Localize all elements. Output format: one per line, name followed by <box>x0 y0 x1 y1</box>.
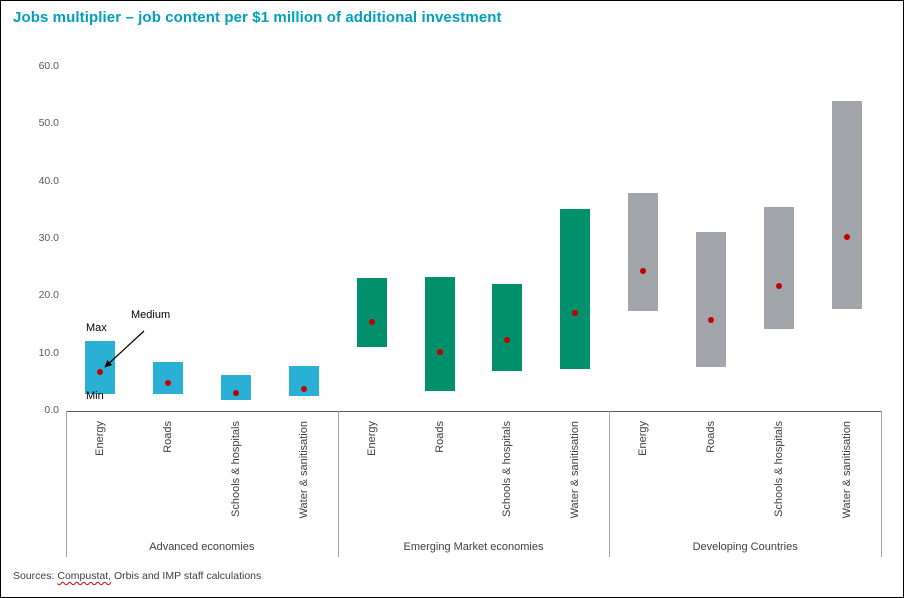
medium-dot <box>164 380 171 387</box>
group-separator <box>881 411 882 557</box>
x-axis-line <box>66 411 881 412</box>
medium-dot <box>300 385 307 392</box>
medium-annotation-arrow-icon <box>104 330 145 368</box>
medium-dot <box>504 337 511 344</box>
category-label: Water & sanitisation <box>841 421 854 519</box>
y-axis-label: 10.0 <box>38 346 59 359</box>
medium-annotation-label: Medium <box>131 309 171 321</box>
y-axis-label: 0.0 <box>44 404 59 416</box>
category-label: Roads <box>705 421 718 453</box>
medium-dot <box>572 309 579 316</box>
category-label: Energy <box>365 421 378 456</box>
min-annotation-label: Min <box>86 390 104 402</box>
medium-dot <box>776 283 783 289</box>
medium-dot <box>436 348 443 355</box>
category-label: Roads <box>161 421 174 453</box>
range-bar <box>152 361 183 394</box>
category-label: Water & sanitisation <box>297 421 310 519</box>
category-label: Schools & hospitals <box>773 421 786 517</box>
source-prefix: Sources: <box>13 570 58 582</box>
y-axis-label: 30.0 <box>38 232 59 244</box>
category-label: Schools & hospitals <box>229 421 242 517</box>
group-separator <box>337 411 339 557</box>
medium-dot <box>368 319 375 326</box>
y-axis-label: 20.0 <box>38 289 59 302</box>
range-bar <box>628 193 659 312</box>
range-bar <box>220 375 251 400</box>
y-axis-label: 40.0 <box>38 174 59 187</box>
group-label: Emerging Market economies <box>403 541 544 553</box>
range-bar <box>764 207 795 329</box>
group-separator <box>609 411 611 557</box>
medium-dot <box>844 234 851 241</box>
source-note: Sources: Compustat, Orbis and IMP staff … <box>13 570 261 582</box>
medium-dot <box>232 389 239 396</box>
category-label: Roads <box>433 421 446 453</box>
range-bar <box>424 277 455 391</box>
source-flagged-word: Compustat, <box>57 570 112 582</box>
range-bar <box>492 283 523 371</box>
range-bar <box>832 101 863 309</box>
range-bar <box>84 341 115 394</box>
source-rest: Orbis and IMP staff calculations <box>111 570 262 582</box>
y-axis-label: 50.0 <box>38 117 59 130</box>
group-label: Advanced economies <box>149 541 255 553</box>
range-bar <box>356 277 387 347</box>
category-label: Schools & hospitals <box>501 421 514 517</box>
medium-dot <box>96 369 103 375</box>
range-bar <box>696 231 727 368</box>
chart-title: Jobs multiplier – job content per $1 mil… <box>13 9 502 26</box>
max-annotation-label: Max <box>86 322 107 334</box>
medium-dot <box>640 267 647 274</box>
y-axis-label: 60.0 <box>38 60 59 72</box>
category-label: Energy <box>637 421 650 456</box>
group-separator <box>66 411 67 557</box>
group-label: Developing Countries <box>692 541 798 553</box>
range-bar <box>560 209 591 369</box>
medium-dot <box>708 316 715 323</box>
category-label: Energy <box>93 421 106 456</box>
category-label: Water & sanitisation <box>569 421 582 519</box>
